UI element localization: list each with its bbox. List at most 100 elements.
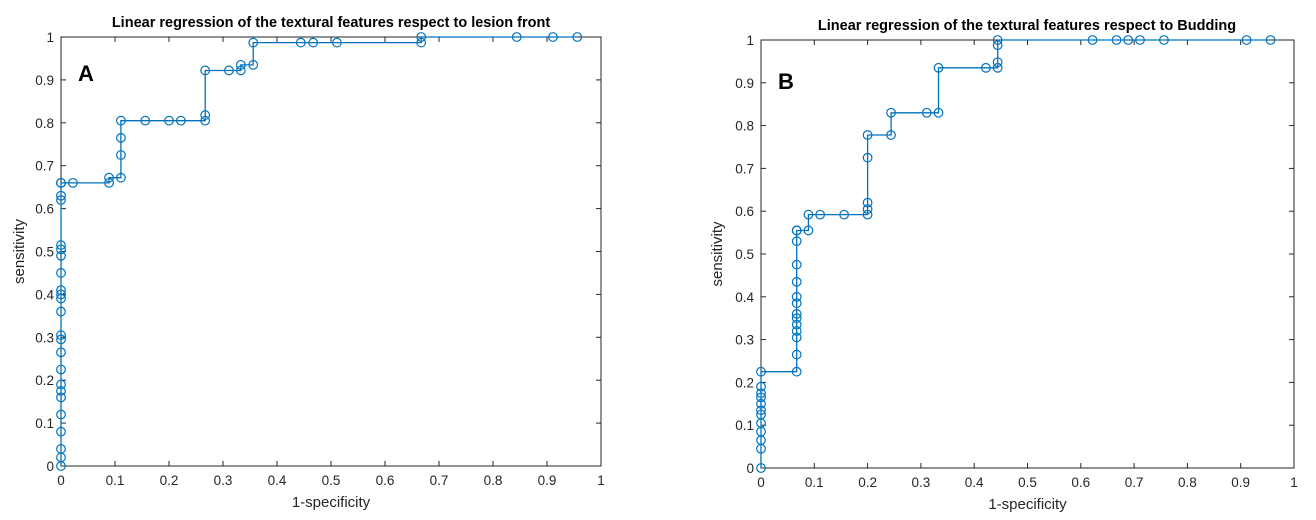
roc-point-marker — [235, 65, 246, 76]
roc-point-marker — [756, 366, 766, 377]
chart-title: Linear regression of the textural featur… — [112, 15, 550, 31]
roc-point-marker — [116, 150, 126, 160]
y-tick-label: 0.1 — [735, 418, 754, 433]
roc-point-marker — [56, 250, 66, 261]
y-tick-label: 0.6 — [35, 202, 54, 217]
roc-point-marker — [791, 225, 802, 236]
roc-point-marker — [756, 398, 766, 409]
roc-point-marker — [1123, 35, 1134, 45]
roc-point-marker — [1159, 35, 1169, 45]
x-tick-label: 1 — [1290, 475, 1298, 490]
roc-point-marker — [933, 62, 944, 73]
x-tick-label: 0.3 — [912, 475, 931, 490]
roc-point-marker — [862, 197, 873, 208]
roc-point-marker — [248, 59, 259, 70]
y-tick-label: 0.2 — [735, 375, 754, 390]
x-tick-label: 0 — [57, 473, 65, 488]
x-tick-label: 0 — [757, 475, 765, 490]
roc-point-marker — [295, 37, 306, 48]
roc-point-marker — [1087, 35, 1098, 45]
y-tick-label: 0.3 — [735, 333, 754, 348]
roc-point-marker — [200, 65, 211, 76]
roc-point-marker — [56, 244, 66, 255]
roc-point-marker — [56, 306, 66, 317]
y-tick-label: 0 — [46, 459, 54, 474]
x-tick-label: 0.2 — [160, 473, 179, 488]
roc-point-marker — [862, 204, 873, 214]
x-tick-label: 0.5 — [1018, 475, 1037, 490]
plot-area — [60, 36, 602, 467]
roc-point-marker — [791, 276, 802, 287]
roc-point-marker — [116, 172, 126, 183]
roc-point-marker — [756, 381, 766, 392]
roc-point-marker — [791, 291, 802, 302]
y-tick-label: 0.8 — [735, 119, 754, 134]
x-tick-label: 0.5 — [322, 473, 341, 488]
roc-point-marker — [104, 177, 114, 188]
x-tick-label: 0.8 — [1178, 475, 1197, 490]
roc-point-marker — [791, 319, 802, 330]
roc-point-marker — [248, 37, 259, 48]
roc-point-marker — [56, 330, 66, 341]
roc-point-marker — [56, 195, 66, 205]
roc-point-marker — [791, 332, 802, 343]
roc-point-marker — [862, 152, 873, 163]
x-axis-label: 1-specificity — [292, 494, 371, 511]
y-tick-label: 0.7 — [735, 161, 754, 176]
roc-point-marker — [791, 309, 802, 319]
roc-point-marker — [1241, 35, 1252, 45]
panel-letter: A — [78, 61, 94, 86]
x-axis: 0 0.1 0.2 0.3 0.4 0.5 0.6 0.7 0.8 0.9 1 — [757, 40, 1298, 490]
x-tick-label: 0.7 — [430, 473, 449, 488]
y-tick-label: 0.9 — [35, 73, 54, 88]
roc-point-marker — [56, 364, 66, 375]
roc-point-marker — [116, 115, 126, 126]
roc-point-marker — [67, 177, 78, 188]
x-tick-label: 0.6 — [1071, 475, 1090, 490]
y-tick-label: 0.4 — [735, 290, 754, 305]
x-axis-label: 1-specificity — [988, 496, 1067, 513]
x-tick-label: 0.8 — [484, 473, 503, 488]
x-tick-label: 0.2 — [858, 475, 877, 490]
roc-point-marker — [56, 386, 66, 396]
roc-point-marker — [981, 62, 991, 73]
roc-point-marker — [815, 209, 826, 220]
roc-point-marker — [56, 268, 66, 278]
plot-area — [760, 39, 1295, 469]
roc-point-marker — [56, 334, 66, 345]
roc-point-marker — [164, 115, 174, 126]
roc-point-marker — [116, 132, 126, 143]
x-tick-label: 0.9 — [538, 473, 557, 488]
roc-point-marker — [56, 379, 66, 390]
roc-point-marker — [992, 40, 1003, 51]
roc-point-marker — [756, 405, 766, 416]
roc-point-marker — [886, 130, 896, 140]
roc-point-marker — [56, 392, 66, 403]
roc-point-marker — [862, 130, 873, 140]
x-tick-label: 0.7 — [1125, 475, 1144, 490]
roc-point-marker — [308, 37, 319, 48]
y-axis: 0 0.1 0.2 0.3 0.4 0.5 0.6 0.7 0.8 0.9 1 — [735, 33, 1294, 476]
y-tick-label: 0.5 — [735, 247, 754, 262]
x-tick-label: 0.9 — [1231, 475, 1250, 490]
roc-curve-line — [760, 39, 1271, 468]
roc-point-marker — [992, 62, 1003, 73]
panel-letter: B — [778, 69, 794, 94]
roc-point-marker — [862, 209, 873, 220]
roc-point-marker — [416, 37, 427, 48]
roc-point-marker — [140, 115, 151, 126]
roc-point-marker — [416, 32, 427, 42]
roc-point-marker — [791, 298, 802, 309]
roc-point-marker — [886, 107, 896, 118]
roc-point-marker — [921, 107, 932, 118]
roc-point-marker — [56, 177, 66, 188]
roc-point-marker — [803, 225, 814, 236]
roc-point-marker — [756, 388, 766, 399]
y-axis: 0 0.1 0.2 0.3 0.4 0.5 0.6 0.7 0.8 0.9 1 — [35, 30, 601, 474]
roc-point-marker — [791, 236, 802, 247]
roc-point-marker — [511, 32, 522, 42]
y-tick-label: 1 — [746, 33, 754, 48]
roc-point-marker — [200, 115, 211, 126]
roc-curve-line — [60, 36, 578, 466]
y-tick-label: 0 — [746, 461, 754, 476]
